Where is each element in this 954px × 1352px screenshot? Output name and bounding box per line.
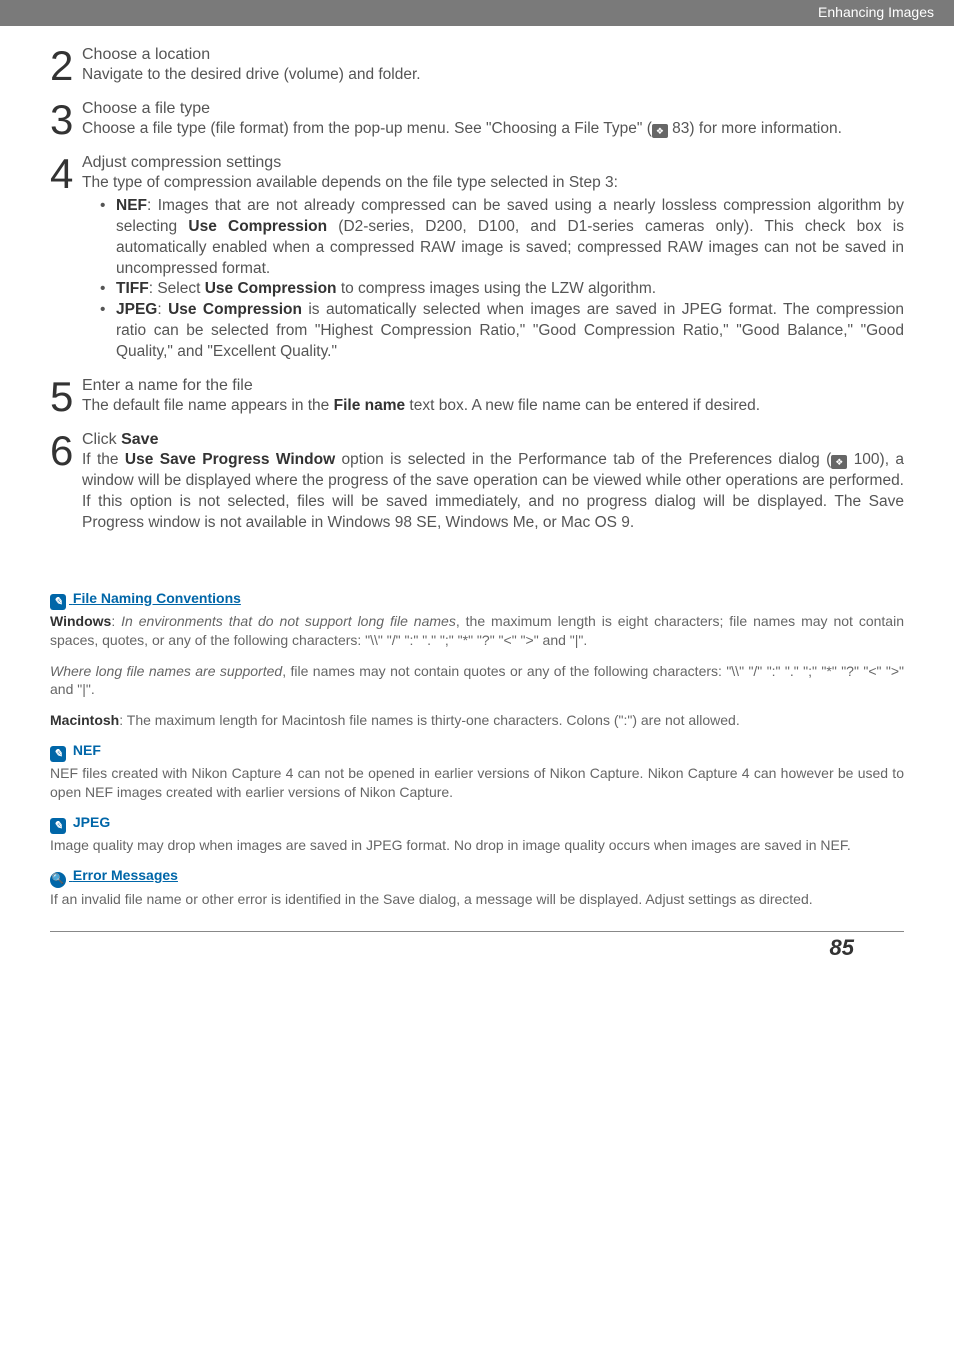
step-number: 3	[50, 100, 82, 140]
magnifier-icon: 🔍	[50, 872, 66, 888]
step-title: Adjust compression settings	[82, 154, 904, 172]
note-text-jpeg: Image quality may drop when images are s…	[50, 836, 904, 855]
note-heading-file-naming: ✎ File Naming Conventions	[50, 590, 904, 610]
bullet-tiff: TIFF: Select Use Compression to compress…	[100, 279, 904, 300]
compression-bullet-list: NEF: Images that are not already compres…	[82, 196, 904, 363]
pencil-icon: ✎	[50, 746, 66, 762]
step-number: 4	[50, 154, 82, 363]
step-text: The default file name appears in the Fil…	[82, 397, 760, 414]
step-text: Choose a file type (file format) from th…	[82, 120, 842, 137]
step-number: 6	[50, 431, 82, 534]
page-reference-icon: ❖	[652, 124, 668, 138]
step-number: 5	[50, 377, 82, 417]
note-text-windows: Windows: In environments that do not sup…	[50, 612, 904, 650]
note-heading-error: 🔍 Error Messages	[50, 867, 904, 888]
main-content: 2 Choose a location Navigate to the desi…	[0, 26, 954, 560]
step-6: 6 Click Save If the Use Save Progress Wi…	[50, 431, 904, 534]
note-heading-jpeg: ✎ JPEG	[50, 814, 904, 834]
step-text: The type of compression available depend…	[82, 174, 618, 191]
bullet-jpeg: JPEG: Use Compression is automatically s…	[100, 300, 904, 363]
step-text: Navigate to the desired drive (volume) a…	[82, 66, 421, 83]
step-title: Choose a file type	[82, 100, 904, 118]
step-3: 3 Choose a file type Choose a file type …	[50, 100, 904, 140]
note-text-macintosh: Macintosh: The maximum length for Macint…	[50, 711, 904, 730]
notes-section: ✎ File Naming Conventions Windows: In en…	[0, 590, 954, 931]
header-band: Enhancing Images	[0, 0, 954, 26]
step-title: Choose a location	[82, 46, 904, 64]
pencil-icon: ✎	[50, 594, 66, 610]
header-section-title: Enhancing Images	[818, 4, 934, 20]
page-footer: 85	[50, 931, 904, 961]
step-title: Click Save	[82, 431, 904, 449]
step-5: 5 Enter a name for the file The default …	[50, 377, 904, 417]
note-text-long-filenames: Where long file names are supported, fil…	[50, 662, 904, 700]
note-text-error: If an invalid file name or other error i…	[50, 890, 904, 909]
step-2: 2 Choose a location Navigate to the desi…	[50, 46, 904, 86]
step-4: 4 Adjust compression settings The type o…	[50, 154, 904, 363]
step-number: 2	[50, 46, 82, 86]
note-heading-nef: ✎ NEF	[50, 742, 904, 762]
note-text-nef: NEF files created with Nikon Capture 4 c…	[50, 764, 904, 802]
page-reference-icon: ❖	[831, 455, 847, 469]
step-text: If the Use Save Progress Window option i…	[82, 451, 904, 531]
pencil-icon: ✎	[50, 818, 66, 834]
step-title: Enter a name for the file	[82, 377, 904, 395]
page-number: 85	[830, 935, 854, 960]
bullet-nef: NEF: Images that are not already compres…	[100, 196, 904, 280]
